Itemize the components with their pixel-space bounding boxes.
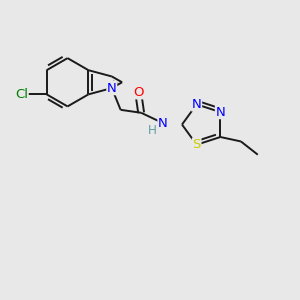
Text: O: O [133,86,143,99]
Text: N: N [215,106,225,118]
Text: N: N [158,117,168,130]
Text: N: N [107,82,117,94]
Text: H: H [148,124,157,137]
Text: Cl: Cl [15,88,28,101]
Text: S: S [193,138,201,151]
Text: N: N [192,98,202,111]
